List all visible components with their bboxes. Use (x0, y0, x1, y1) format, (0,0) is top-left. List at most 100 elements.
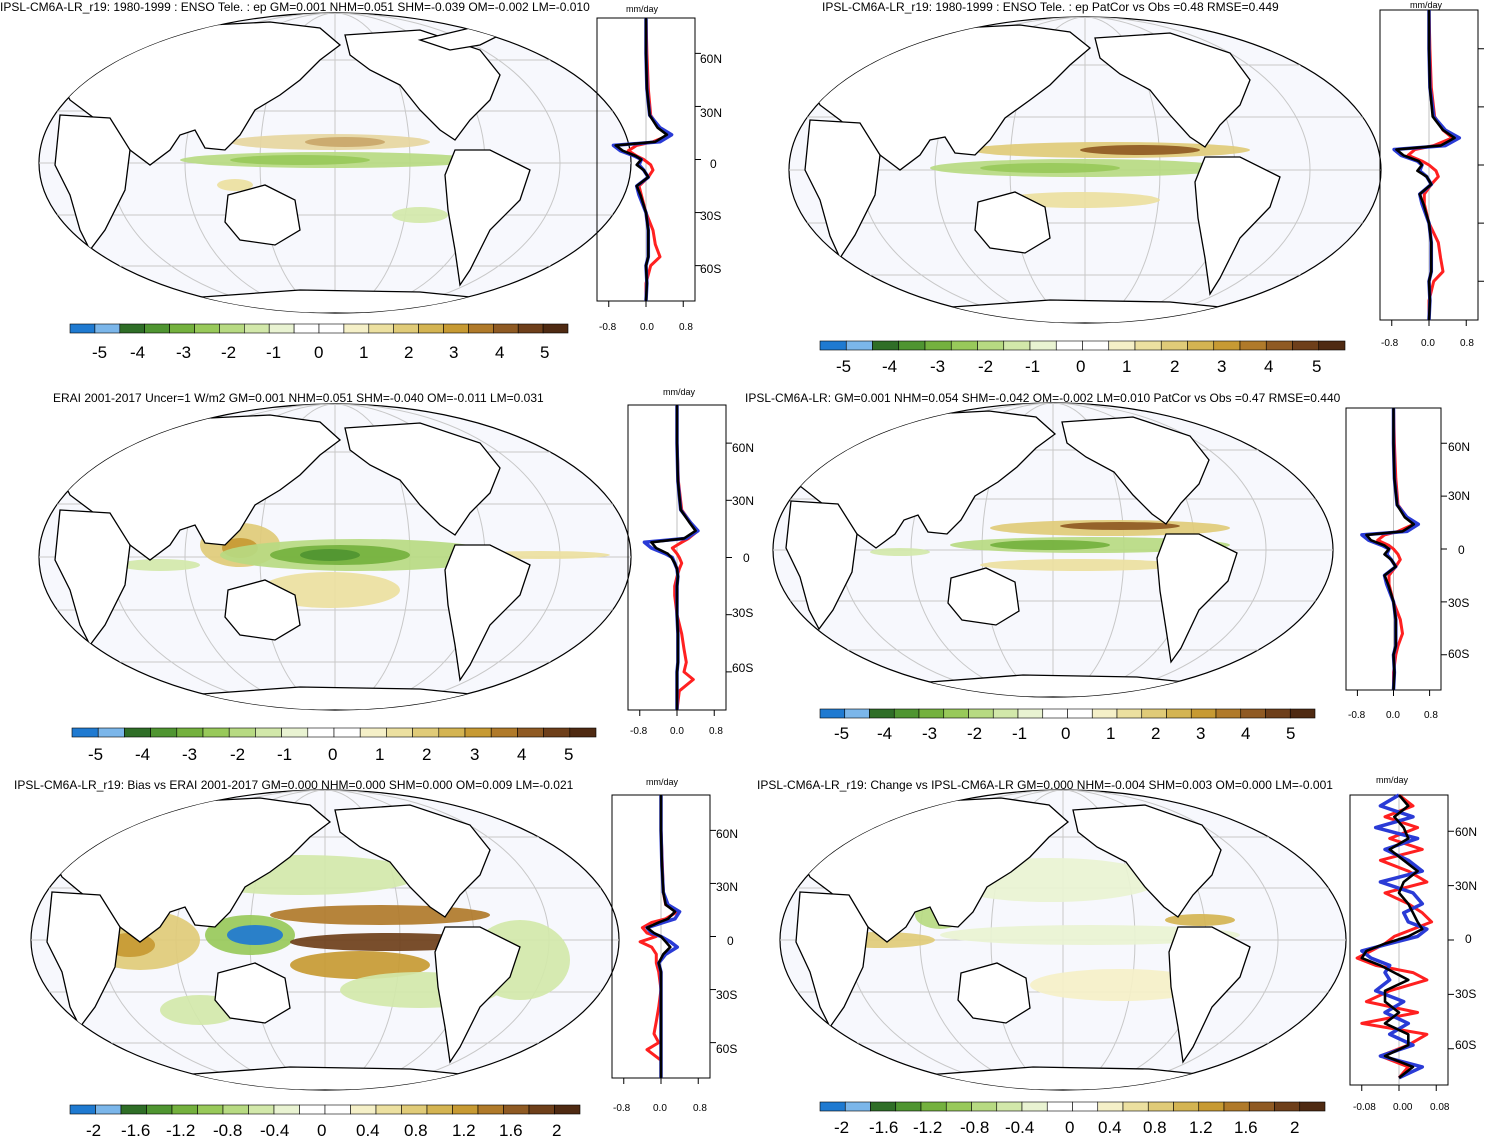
colorbar-swatch (197, 1104, 224, 1115)
lat-tick-label: 30N (1455, 879, 1477, 893)
panel-4-title: IPSL-CM6A-LR: GM=0.001 NHM=0.054 SHM=-0.… (745, 391, 1341, 405)
colorbar-swatch (1046, 1101, 1073, 1112)
colorbar-swatch (943, 708, 969, 719)
colorbar-swatch (244, 323, 270, 334)
units-label: mm/day (646, 777, 679, 787)
lat-tick-label: 60N (1448, 440, 1470, 454)
colorbar-swatch (120, 1104, 147, 1115)
panel-5-colorbar (69, 1104, 581, 1115)
panel-2: IPSL-CM6A-LR_r19: 1980-1999 : ENSO Tele.… (788, 0, 1484, 376)
colorbar-swatch (144, 323, 170, 334)
lat-tick-label: 0 (727, 934, 734, 948)
units-label: mm/day (1410, 0, 1443, 10)
panel-2-map (788, 16, 1382, 324)
colorbar-label: 4 (517, 745, 526, 764)
colorbar-swatch (1122, 1101, 1149, 1112)
colorbar-label: -5 (834, 724, 849, 743)
colorbar-label: -1 (1012, 724, 1027, 743)
units-label: mm/day (626, 4, 659, 14)
colorbar-swatch (248, 1104, 275, 1115)
panel-5: IPSL-CM6A-LR_r19: Bias vs ERAI 2001-2017… (14, 777, 738, 1137)
profile-xtick-label: 0.8 (1460, 338, 1474, 349)
colorbar-swatch (1029, 340, 1057, 351)
colorbar-swatch (1265, 340, 1293, 351)
colorbar-swatch (1072, 1101, 1099, 1112)
colorbar-label: 0 (328, 745, 337, 764)
panel-6-colorbar (819, 1101, 1326, 1112)
colorbar-swatch (1108, 340, 1136, 351)
colorbar-label: 2 (1151, 724, 1160, 743)
lat-tick-label: 0 (743, 551, 750, 565)
colorbar-swatch (819, 708, 846, 719)
colorbar-swatch (1299, 1101, 1326, 1112)
colorbar-swatch (273, 1104, 300, 1115)
profile-xtick-label: -0.8 (599, 322, 617, 333)
panel-1-colorbar (69, 323, 569, 334)
panel-5-colorbar-labels: -2 -1.6 -1.2 -0.8 -0.4 0 0.4 0.8 1.2 1.6… (86, 1121, 561, 1137)
colorbar-label: 0 (317, 1121, 326, 1137)
colorbar-label: -5 (92, 343, 107, 362)
colorbar-swatch (386, 727, 413, 738)
panel-5-map (30, 789, 620, 1091)
colorbar-swatch (920, 1101, 947, 1112)
colorbar-label: -1.2 (166, 1121, 195, 1137)
colorbar-label: -0.8 (960, 1118, 989, 1137)
colorbar-swatch (1097, 1101, 1124, 1112)
colorbar-swatch (202, 727, 230, 738)
panel-3-colorbar-labels: -5 -4 -3 -2 -1 0 1 2 3 4 5 (88, 745, 573, 764)
colorbar-swatch (819, 1101, 846, 1112)
profile-series-black (614, 18, 669, 302)
colorbar-swatch (438, 727, 466, 738)
colorbar-label: 5 (564, 745, 573, 764)
colorbar-swatch (171, 1104, 198, 1115)
colorbar-label: -1.2 (913, 1118, 942, 1137)
colorbar-swatch (299, 1104, 326, 1115)
colorbar-swatch (1265, 708, 1291, 719)
panel-2-colorbar-labels: -5 -4 -3 -2 -1 0 1 2 3 4 5 (836, 357, 1321, 376)
colorbar-swatch (543, 727, 571, 738)
colorbar-label: -3 (176, 343, 191, 362)
colorbar-swatch (94, 323, 121, 334)
colorbar-swatch (554, 1104, 581, 1115)
panel-6-colorbar-labels: -2 -1.6 -1.2 -0.8 -0.4 0 0.4 0.8 1.2 1.6… (834, 1118, 1299, 1137)
profile-xtick-label: -0.8 (1381, 338, 1399, 349)
colorbar-swatch (503, 1104, 530, 1115)
colorbar-swatch (1042, 708, 1068, 719)
colorbar-swatch (468, 323, 494, 334)
lat-tick-label: 60N (716, 827, 738, 841)
profile-lines (623, 795, 716, 1084)
colorbar-swatch (819, 340, 847, 351)
colorbar-label: -1 (266, 343, 281, 362)
colorbar-label: 1 (1122, 357, 1131, 376)
panel-1-colorbar-labels: -5 -4 -3 -2 -1 0 1 2 3 4 5 (92, 343, 549, 362)
lat-tick-label: 60N (700, 52, 722, 66)
panel-3-colorbar (71, 727, 597, 738)
colorbar-swatch (1116, 708, 1143, 719)
profile-xtick-label: 0.0 (653, 1103, 667, 1114)
lat-tick-label: 30N (732, 494, 754, 508)
profile-series-black (645, 795, 677, 1078)
colorbar-label: -2 (967, 724, 982, 743)
colorbar-swatch (375, 1104, 402, 1115)
profile-xtick-label: 0.0 (1421, 338, 1435, 349)
colorbar-swatch (222, 1104, 249, 1115)
colorbar-label: 0.4 (1098, 1118, 1122, 1137)
colorbar-swatch (1141, 708, 1167, 719)
colorbar-label: -4 (135, 745, 150, 764)
colorbar-swatch (350, 1104, 377, 1115)
colorbar-swatch (490, 727, 518, 738)
colorbar-swatch (1067, 708, 1093, 719)
profile-series-red (1355, 793, 1434, 1079)
colorbar-label: -4 (877, 724, 892, 743)
panel-4-map (772, 402, 1334, 698)
colorbar-swatch (1274, 1101, 1301, 1112)
colorbar-label: -2 (230, 745, 245, 764)
profile-xtick-label: 0.0 (670, 726, 684, 737)
colorbar-swatch (359, 727, 387, 738)
colorbar-swatch (176, 727, 204, 738)
lat-tick-label: 0 (1465, 932, 1472, 946)
colorbar-swatch (1292, 340, 1320, 351)
profile-xtick-label: 0.8 (709, 726, 723, 737)
lat-tick-label: 60S (732, 661, 753, 675)
